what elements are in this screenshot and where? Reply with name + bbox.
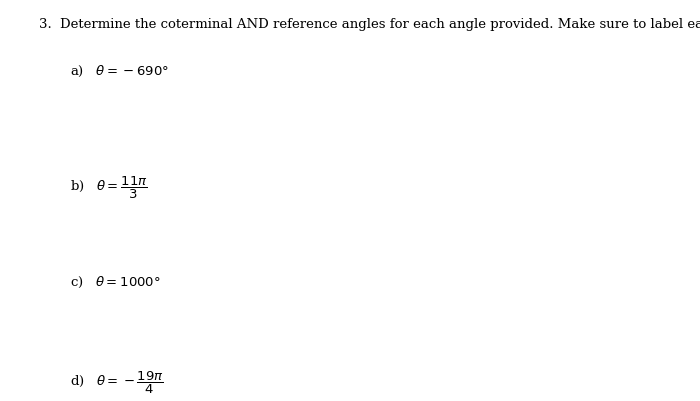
Text: d)   $\theta = -\dfrac{19\pi}{4}$: d) $\theta = -\dfrac{19\pi}{4}$: [70, 369, 164, 395]
Text: c)   $\theta = 1000°$: c) $\theta = 1000°$: [70, 275, 161, 290]
Text: Determine the coterminal AND reference angles for each angle provided. Make sure: Determine the coterminal AND reference a…: [60, 18, 700, 31]
Text: a)   $\theta = -690°$: a) $\theta = -690°$: [70, 64, 169, 79]
Text: 3.: 3.: [38, 18, 51, 31]
Text: b)   $\theta = \dfrac{11\pi}{3}$: b) $\theta = \dfrac{11\pi}{3}$: [70, 174, 148, 200]
